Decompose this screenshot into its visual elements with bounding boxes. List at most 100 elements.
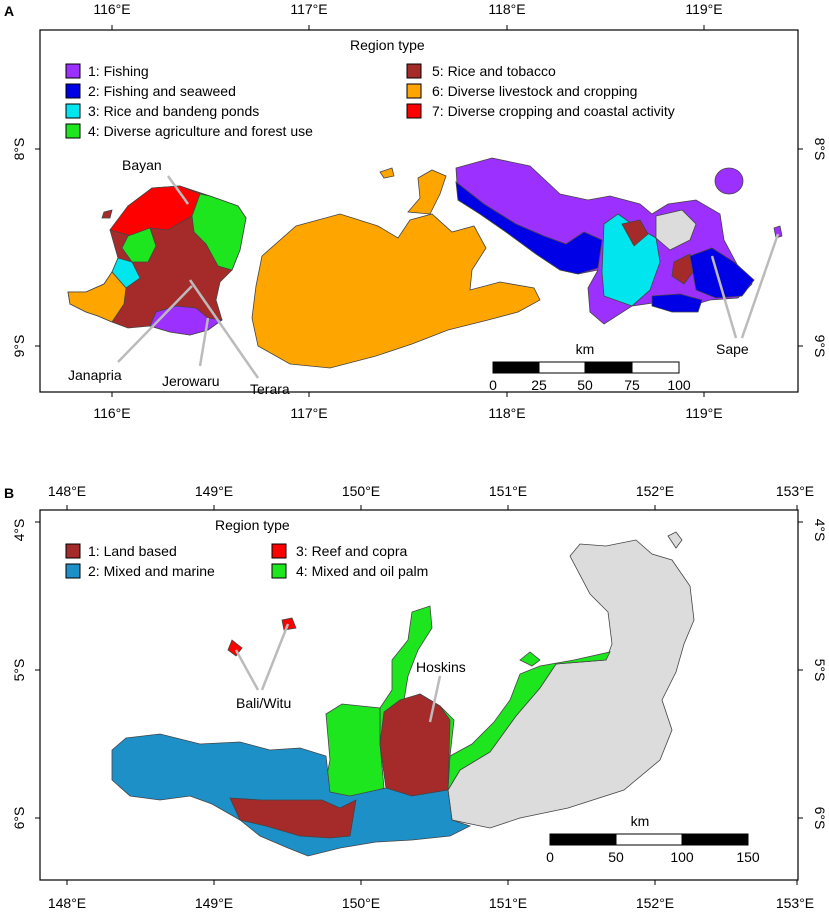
tick-bottom-a-1: 117°E: [290, 405, 327, 421]
tick-left-a-1: 9°S: [11, 335, 27, 358]
bali-island: [281, 617, 297, 631]
scale-b-tick-0: 0: [546, 849, 554, 865]
panel-b: B 148°E 149°E 150°E 151°E 152°E 153°E 14…: [4, 483, 828, 911]
scale-bar-b: km 0 50 100 150: [546, 813, 760, 865]
lombok-livestock: [67, 271, 127, 323]
legend-a-title: Region type: [350, 37, 425, 53]
place-jerowaru: Jerowaru: [162, 373, 220, 389]
place-janapria: Janapria: [68, 367, 122, 383]
scale-a-tick-0: 0: [489, 377, 497, 393]
panel-a-frame: [39, 29, 799, 393]
legend-b-swatch-1: [65, 543, 81, 559]
sumbawa-unclassified: [655, 209, 697, 251]
tick-top-b-0: 148°E: [48, 483, 86, 499]
sumbawa-rice-tobacco-2: [671, 253, 697, 285]
scale-a-tick-3: 75: [624, 377, 640, 393]
legend-b-label-1: 1: Land based: [88, 543, 177, 559]
tick-bottom-b-4: 152°E: [636, 895, 674, 911]
tick-top-b-3: 151°E: [489, 483, 527, 499]
legend-a-label-6: 6: Diverse livestock and cropping: [432, 83, 637, 99]
sumbawa-rice-tobacco-1: [621, 219, 649, 247]
legend-a-label-5: 5: Rice and tobacco: [432, 63, 556, 79]
legend-b-label-2: 2: Mixed and marine: [88, 563, 215, 579]
place-bayan: Bayan: [122, 157, 162, 173]
scale-bar-a: km 0 25 50 75 100: [489, 341, 691, 393]
places-b: Bali/Witu Hoskins: [234, 623, 466, 723]
sangeang-island: [714, 167, 744, 195]
tick-bottom-a-2: 118°E: [488, 405, 525, 421]
sumbawa-fishing-seaweed: [455, 181, 603, 275]
sape-islet: [773, 225, 783, 239]
panel-b-label: B: [4, 485, 14, 501]
tick-left-b-0: 4°S: [11, 519, 27, 542]
tick-right-b-2: 6°S: [812, 807, 828, 830]
tick-bottom-a-3: 119°E: [685, 405, 722, 421]
legend-b-swatch-2: [65, 563, 81, 579]
sumbawa-sape-seaweed: [689, 247, 755, 299]
scale-b-tick-2: 100: [670, 849, 694, 865]
tick-bottom-b-1: 149°E: [195, 895, 233, 911]
scale-b-tick-1: 50: [608, 849, 624, 865]
legend-a-swatch-1: [65, 63, 81, 79]
tick-bottom-b-0: 148°E: [48, 895, 86, 911]
place-terara: Terara: [250, 381, 290, 397]
tick-top-a-2: 118°E: [488, 1, 525, 17]
tick-bottom-b-5: 153°E: [776, 895, 814, 911]
legend-b-label-4: 4: Mixed and oil palm: [296, 563, 428, 579]
oil-palm-islet: [519, 651, 541, 667]
legend-a-label-1: 1: Fishing: [88, 63, 149, 79]
islet-ne: [379, 167, 395, 179]
place-sape: Sape: [716, 341, 749, 357]
oil-palm-east: [447, 651, 611, 792]
legend-a-swatch-6: [406, 83, 422, 99]
tick-top-b-2: 150°E: [342, 483, 380, 499]
legend-a: Region type 1: Fishing 2: Fishing and se…: [65, 37, 675, 139]
tick-right-b-0: 4°S: [812, 519, 828, 542]
legend-a-swatch-2: [65, 83, 81, 99]
panel-a: A 116°E 117°E 118°E 119°E 116°E 117°E 11…: [4, 1, 828, 421]
tick-right-a-0: 8°S: [812, 138, 828, 161]
tick-bottom-b-2: 150°E: [342, 895, 380, 911]
legend-b-title: Region type: [215, 517, 290, 533]
legend-a-swatch-4: [65, 123, 81, 139]
legend-a-swatch-5: [406, 63, 422, 79]
legend-a-label-3: 3: Rice and bandeng ponds: [88, 103, 259, 119]
lombok-bandeng: [111, 257, 141, 289]
legend-b-swatch-3: [271, 543, 287, 559]
new-britain-island: [111, 531, 695, 857]
tick-top-b-1: 149°E: [195, 483, 233, 499]
tick-left-b-1: 5°S: [11, 659, 27, 682]
scale-a-tick-2: 50: [577, 377, 593, 393]
sumbawa-bandeng: [601, 213, 661, 307]
sumbawa-livestock: [251, 213, 541, 369]
lombok-ag-west: [121, 227, 157, 263]
tick-right-b-1: 5°S: [812, 659, 828, 682]
tick-right-a-1: 9°S: [812, 335, 828, 358]
legend-b-swatch-4: [271, 563, 287, 579]
legend-a-label-7: 7: Diverse cropping and coastal activity: [432, 103, 675, 119]
tick-top-b-5: 153°E: [776, 483, 814, 499]
tick-top-b-4: 152°E: [636, 483, 674, 499]
legend-a-swatch-3: [65, 103, 81, 119]
tick-top-a-0: 116°E: [93, 1, 130, 17]
legend-a-swatch-7: [406, 103, 422, 119]
sumbawa-island: [251, 157, 783, 369]
scale-a-tick-1: 25: [531, 377, 547, 393]
witu-island: [227, 639, 243, 657]
scale-b-tick-3: 150: [736, 849, 760, 865]
tick-top-a-1: 117°E: [290, 1, 327, 17]
lombok-diverse-ag-forest: [191, 193, 247, 271]
sumbawa-south-seaweed: [651, 293, 703, 313]
tick-bottom-b-3: 151°E: [489, 895, 527, 911]
place-bali-witu: Bali/Witu: [236, 695, 291, 711]
sumbawa-moyo: [407, 169, 447, 215]
places-a: Bayan Janapria Jerowaru Terara Sape: [68, 157, 780, 397]
unclassified-east: [447, 539, 695, 829]
scale-b-title: km: [631, 813, 650, 829]
lombok-fishing: [149, 305, 224, 336]
tick-left-a-0: 8°S: [11, 138, 27, 161]
legend-b-label-3: 3: Reef and copra: [296, 543, 408, 559]
lombok-island: [67, 185, 247, 336]
scale-a-title: km: [576, 341, 595, 357]
land-based-hoskins: [379, 693, 451, 797]
